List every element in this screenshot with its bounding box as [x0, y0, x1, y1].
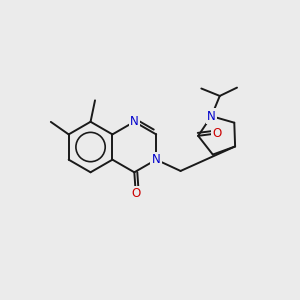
Text: O: O	[212, 127, 221, 140]
Text: N: N	[207, 110, 216, 123]
Text: N: N	[152, 153, 161, 166]
Text: N: N	[130, 115, 139, 128]
Text: O: O	[131, 187, 140, 200]
